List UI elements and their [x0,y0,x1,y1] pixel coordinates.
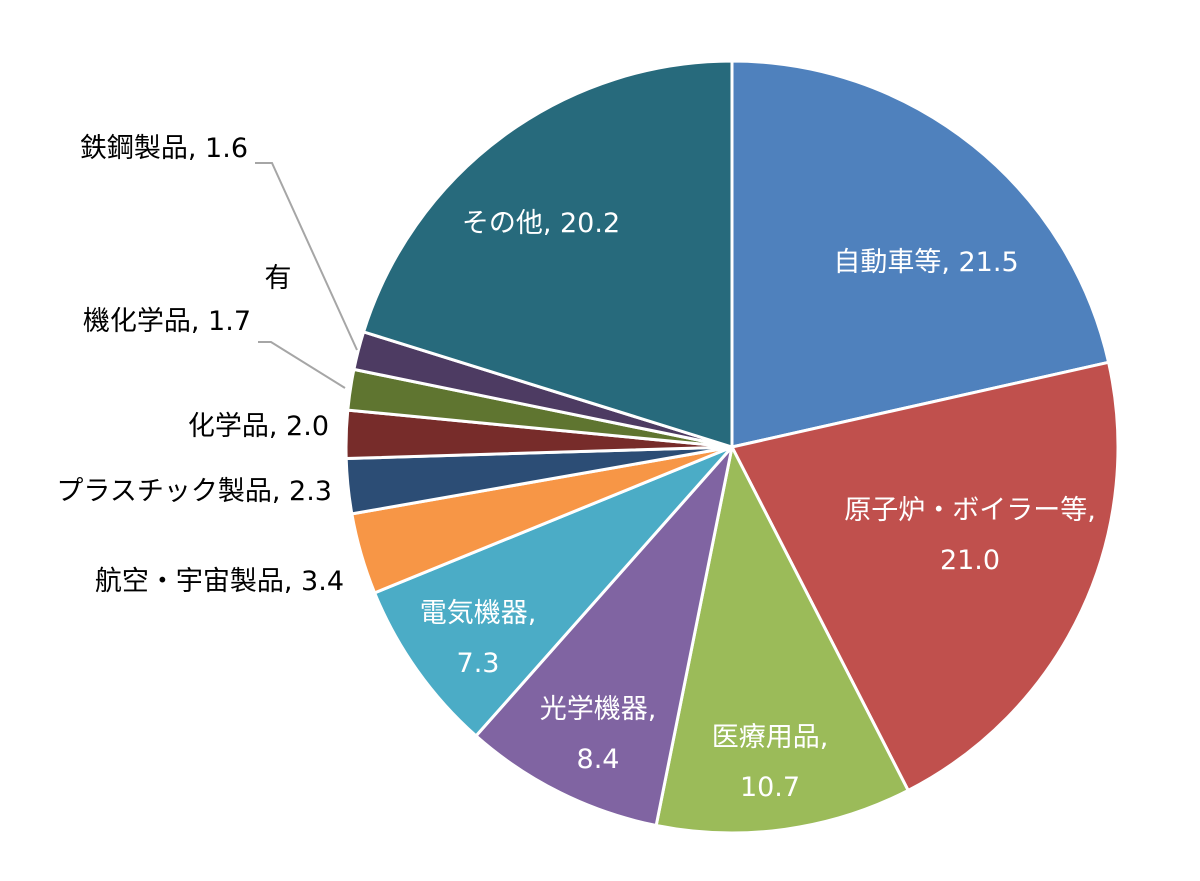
data-label-6: プラスチック製品, 2.3 [56,476,332,507]
pie-slice-10 [362,59,734,449]
data-label-10: その他, 20.2 [462,208,620,239]
data-label-4: 電気機器, 7.3 [420,598,537,679]
pie-slice-0 [730,59,1111,449]
data-label-2: 医療用品, 10.7 [712,722,829,803]
data-label-0: 自動車等, 21.5 [833,247,1018,278]
data-label-9: 鉄鋼製品, 1.6 [80,133,248,164]
pie-slice-3 [474,445,734,827]
data-label-8: 機化学品, 1.7 [83,306,251,337]
leader-line-9 [255,162,358,351]
pie-slice-2 [654,445,910,835]
data-label-5: 航空・宇宙製品, 3.4 [95,566,344,597]
extra-label-text: 有 [265,263,292,294]
pie-slice-1 [730,360,1120,792]
leader-line-8 [258,341,346,389]
data-label-1: 原子炉・ボイラー等, 21.0 [844,495,1096,576]
data-label-3: 光学機器, 8.4 [540,694,657,775]
data-label-7: 化学品, 2.0 [188,411,329,442]
pie-slice-4 [373,445,734,738]
